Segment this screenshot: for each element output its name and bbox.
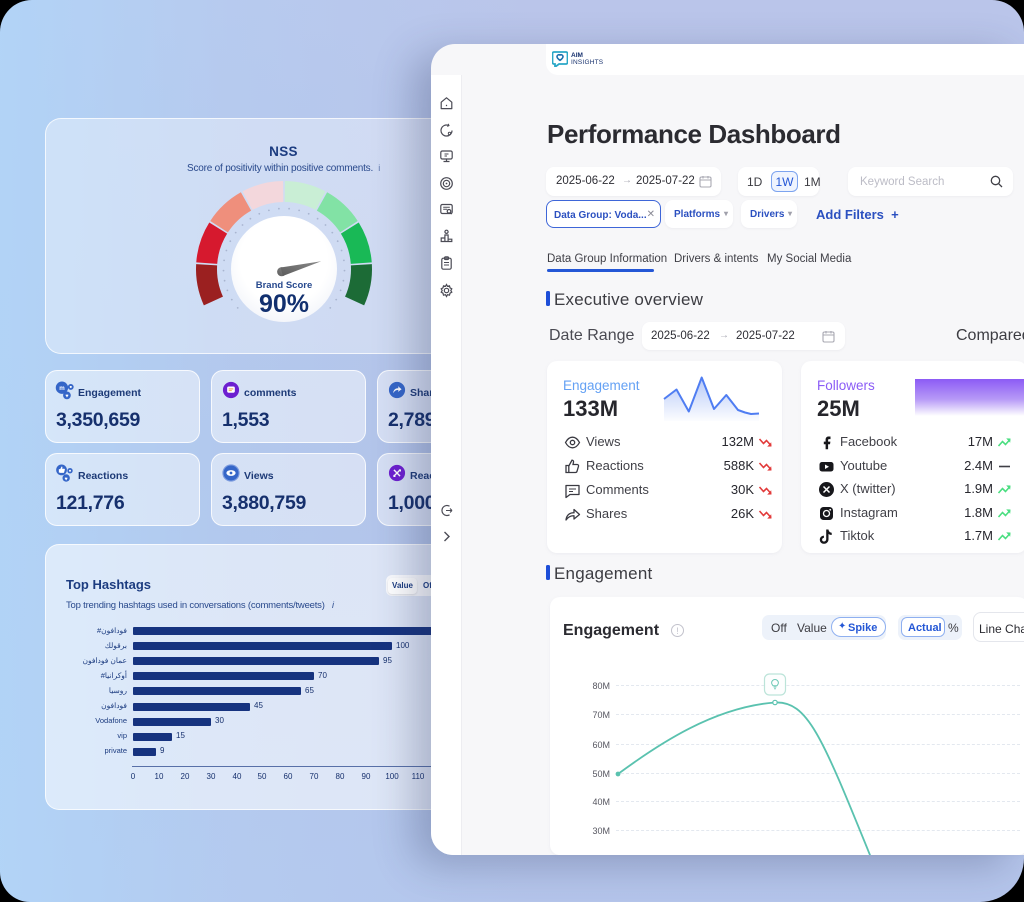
svg-text:♥: ♥ (65, 394, 68, 400)
svg-text:Brand Score: Brand Score (256, 280, 313, 291)
svg-text:♥: ♥ (65, 476, 68, 482)
svg-text:m: m (59, 385, 65, 392)
svg-text:90%: 90% (259, 290, 309, 318)
